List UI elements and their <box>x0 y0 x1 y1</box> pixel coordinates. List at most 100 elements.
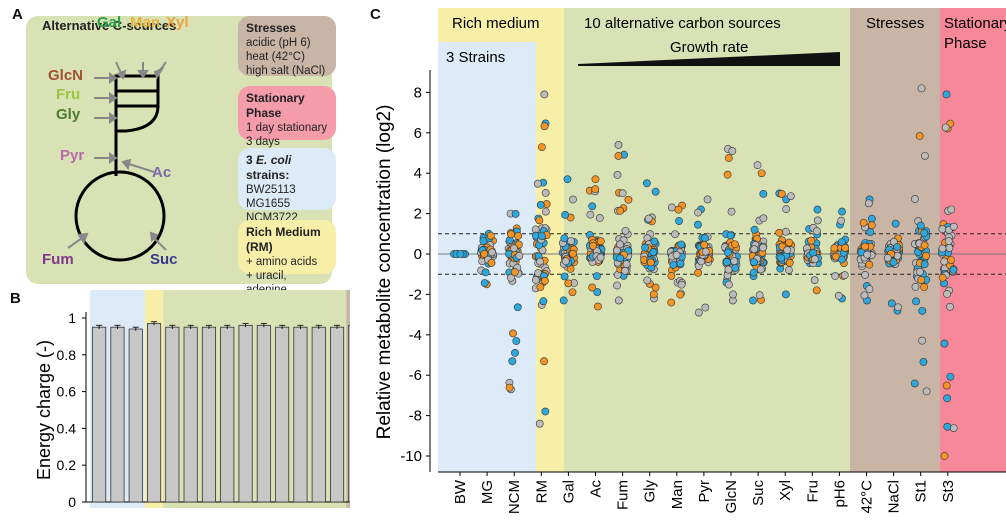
x-tick-label: Fru <box>804 480 821 503</box>
tca-cycle <box>74 170 166 262</box>
csource-fru: Fru <box>56 86 81 103</box>
header-stationary: Stationary <box>944 15 1006 32</box>
data-point <box>724 154 733 162</box>
data-point <box>757 169 766 178</box>
data-point <box>943 290 952 298</box>
data-point <box>591 185 600 194</box>
data-point <box>540 276 549 285</box>
data-point <box>676 259 685 268</box>
data-point <box>672 251 681 259</box>
csource-ac: Ac <box>152 164 172 181</box>
data-point <box>922 252 930 260</box>
y-tick-label: -4 <box>409 327 422 344</box>
data-point <box>860 291 869 300</box>
data-point <box>837 255 846 264</box>
data-point <box>563 175 572 184</box>
data-point <box>915 132 924 140</box>
data-point <box>887 299 896 308</box>
header-stationary: Phase <box>944 35 987 52</box>
data-point <box>749 296 757 305</box>
header-rich-medium: Rich medium <box>452 15 540 32</box>
data-point <box>456 250 465 258</box>
data-point <box>586 210 595 219</box>
data-point <box>920 283 929 292</box>
data-point <box>942 90 951 99</box>
data-point <box>533 179 542 188</box>
data-point <box>540 90 549 99</box>
csource-gly: Gly <box>56 106 81 123</box>
header-growth-rate: Growth rate <box>670 39 748 56</box>
data-point <box>916 267 924 276</box>
data-point <box>867 214 876 223</box>
data-point <box>561 257 570 266</box>
data-point <box>594 302 602 311</box>
data-point <box>893 251 902 260</box>
stationary-line: 1 day stationary <box>246 122 328 134</box>
data-point <box>945 244 954 252</box>
data-point <box>883 254 892 262</box>
data-point <box>943 394 952 403</box>
data-point <box>671 230 679 239</box>
data-point <box>893 243 902 251</box>
data-point <box>785 258 794 267</box>
data-point <box>725 280 733 289</box>
x-tick-label: Xyl <box>777 480 794 501</box>
data-point <box>891 219 900 228</box>
data-point <box>726 231 735 240</box>
data-point <box>701 247 710 256</box>
data-point <box>480 279 489 287</box>
stresses-line: heat (42°C) <box>246 51 305 63</box>
data-point <box>750 225 759 234</box>
data-point <box>618 189 627 198</box>
data-point <box>561 210 570 219</box>
data-point <box>940 452 949 460</box>
data-point <box>613 171 622 179</box>
data-point <box>646 258 655 267</box>
data-point <box>559 296 568 305</box>
data-point <box>949 265 958 274</box>
data-point <box>919 358 928 366</box>
data-point <box>756 265 765 274</box>
data-point <box>700 234 709 242</box>
data-point <box>614 152 623 160</box>
data-point <box>649 290 658 299</box>
y-tick-label: -2 <box>409 286 422 303</box>
data-point <box>813 216 822 225</box>
data-point <box>674 205 683 214</box>
x-tick-label: Gly <box>642 480 659 503</box>
data-point <box>940 339 949 348</box>
data-point <box>838 207 846 216</box>
y-tick-label: 4 <box>414 165 422 182</box>
data-point <box>938 225 947 234</box>
data-point <box>918 336 927 345</box>
data-point <box>616 206 625 215</box>
data-point <box>509 329 517 338</box>
y-tick-label: 0.2 <box>57 457 77 473</box>
data-point <box>567 237 575 245</box>
data-point <box>865 285 874 294</box>
data-point <box>651 187 660 196</box>
data-point <box>920 151 929 160</box>
data-point <box>541 188 550 197</box>
data-point <box>650 237 659 246</box>
data-point <box>642 179 651 188</box>
data-point <box>515 251 524 260</box>
csource-xyl: Xyl <box>166 14 189 31</box>
stresses-line: high salt (NaCl) <box>246 65 326 77</box>
data-point <box>488 248 496 257</box>
data-point <box>694 208 702 217</box>
data-point <box>536 201 545 209</box>
data-point <box>614 296 623 305</box>
data-point <box>777 254 786 263</box>
data-point <box>750 258 758 267</box>
data-point <box>505 383 514 392</box>
data-point <box>810 255 819 264</box>
y-tick-label: 0.8 <box>57 347 77 363</box>
x-tick-label: Suc <box>750 480 767 506</box>
data-point <box>947 205 956 214</box>
data-point <box>536 257 544 266</box>
x-tick-label: MG <box>479 480 496 504</box>
data-point <box>922 387 931 396</box>
csource-suc: Suc <box>150 251 178 268</box>
